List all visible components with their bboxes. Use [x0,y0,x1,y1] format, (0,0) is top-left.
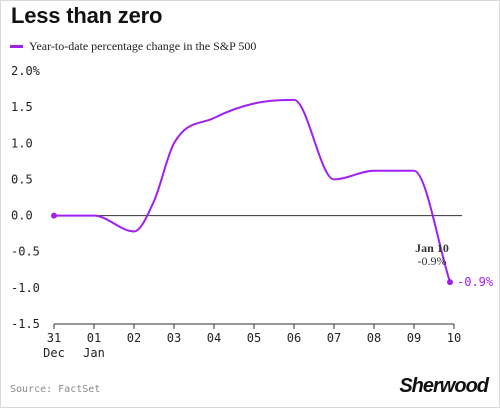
legend: Year-to-date percentage change in the S&… [10,39,256,54]
y-tick-label: 0.0 [11,209,33,223]
y-tick-label: 2.0% [11,64,41,78]
x-tick-label: 10 [447,331,461,345]
x-tick-label: 04 [207,331,221,345]
data-point-start [51,212,57,219]
x-tick-sublabel: Dec [43,346,65,360]
x-tick-label: 05 [247,331,261,345]
x-tick-label: 03 [167,331,181,345]
y-tick-label: -0.5 [11,245,40,259]
series-line [54,98,451,283]
y-tick-label: -1.0 [11,281,40,295]
x-tick-label: 02 [127,331,141,345]
annotation-title: Jan 10 [415,241,449,255]
y-tick-label: 1.0 [11,136,33,150]
x-tick-label: 01 [87,331,101,345]
x-tick-label: 08 [367,331,381,345]
x-tick-label: 06 [287,331,301,345]
annotation-value: -0.9% [418,254,447,268]
legend-label: Year-to-date percentage change in the S&… [29,39,257,53]
y-tick-label: 0.5 [11,172,33,186]
x-tick-label: 09 [407,331,421,345]
y-tick-label: -1.5 [11,317,40,331]
chart-title: Less than zero [11,3,163,28]
data-point-end [447,279,453,286]
x-tick-sublabel: Jan [83,346,105,360]
brand-logo: Sherwood [399,375,489,397]
x-tick-label: 07 [327,331,341,345]
legend-swatch [10,45,23,48]
x-tick-label: 31 [47,331,61,345]
source-note: Source: FactSet [10,384,101,395]
y-tick-label: 1.5 [11,100,33,114]
end-value-label: -0.9% [457,275,494,289]
